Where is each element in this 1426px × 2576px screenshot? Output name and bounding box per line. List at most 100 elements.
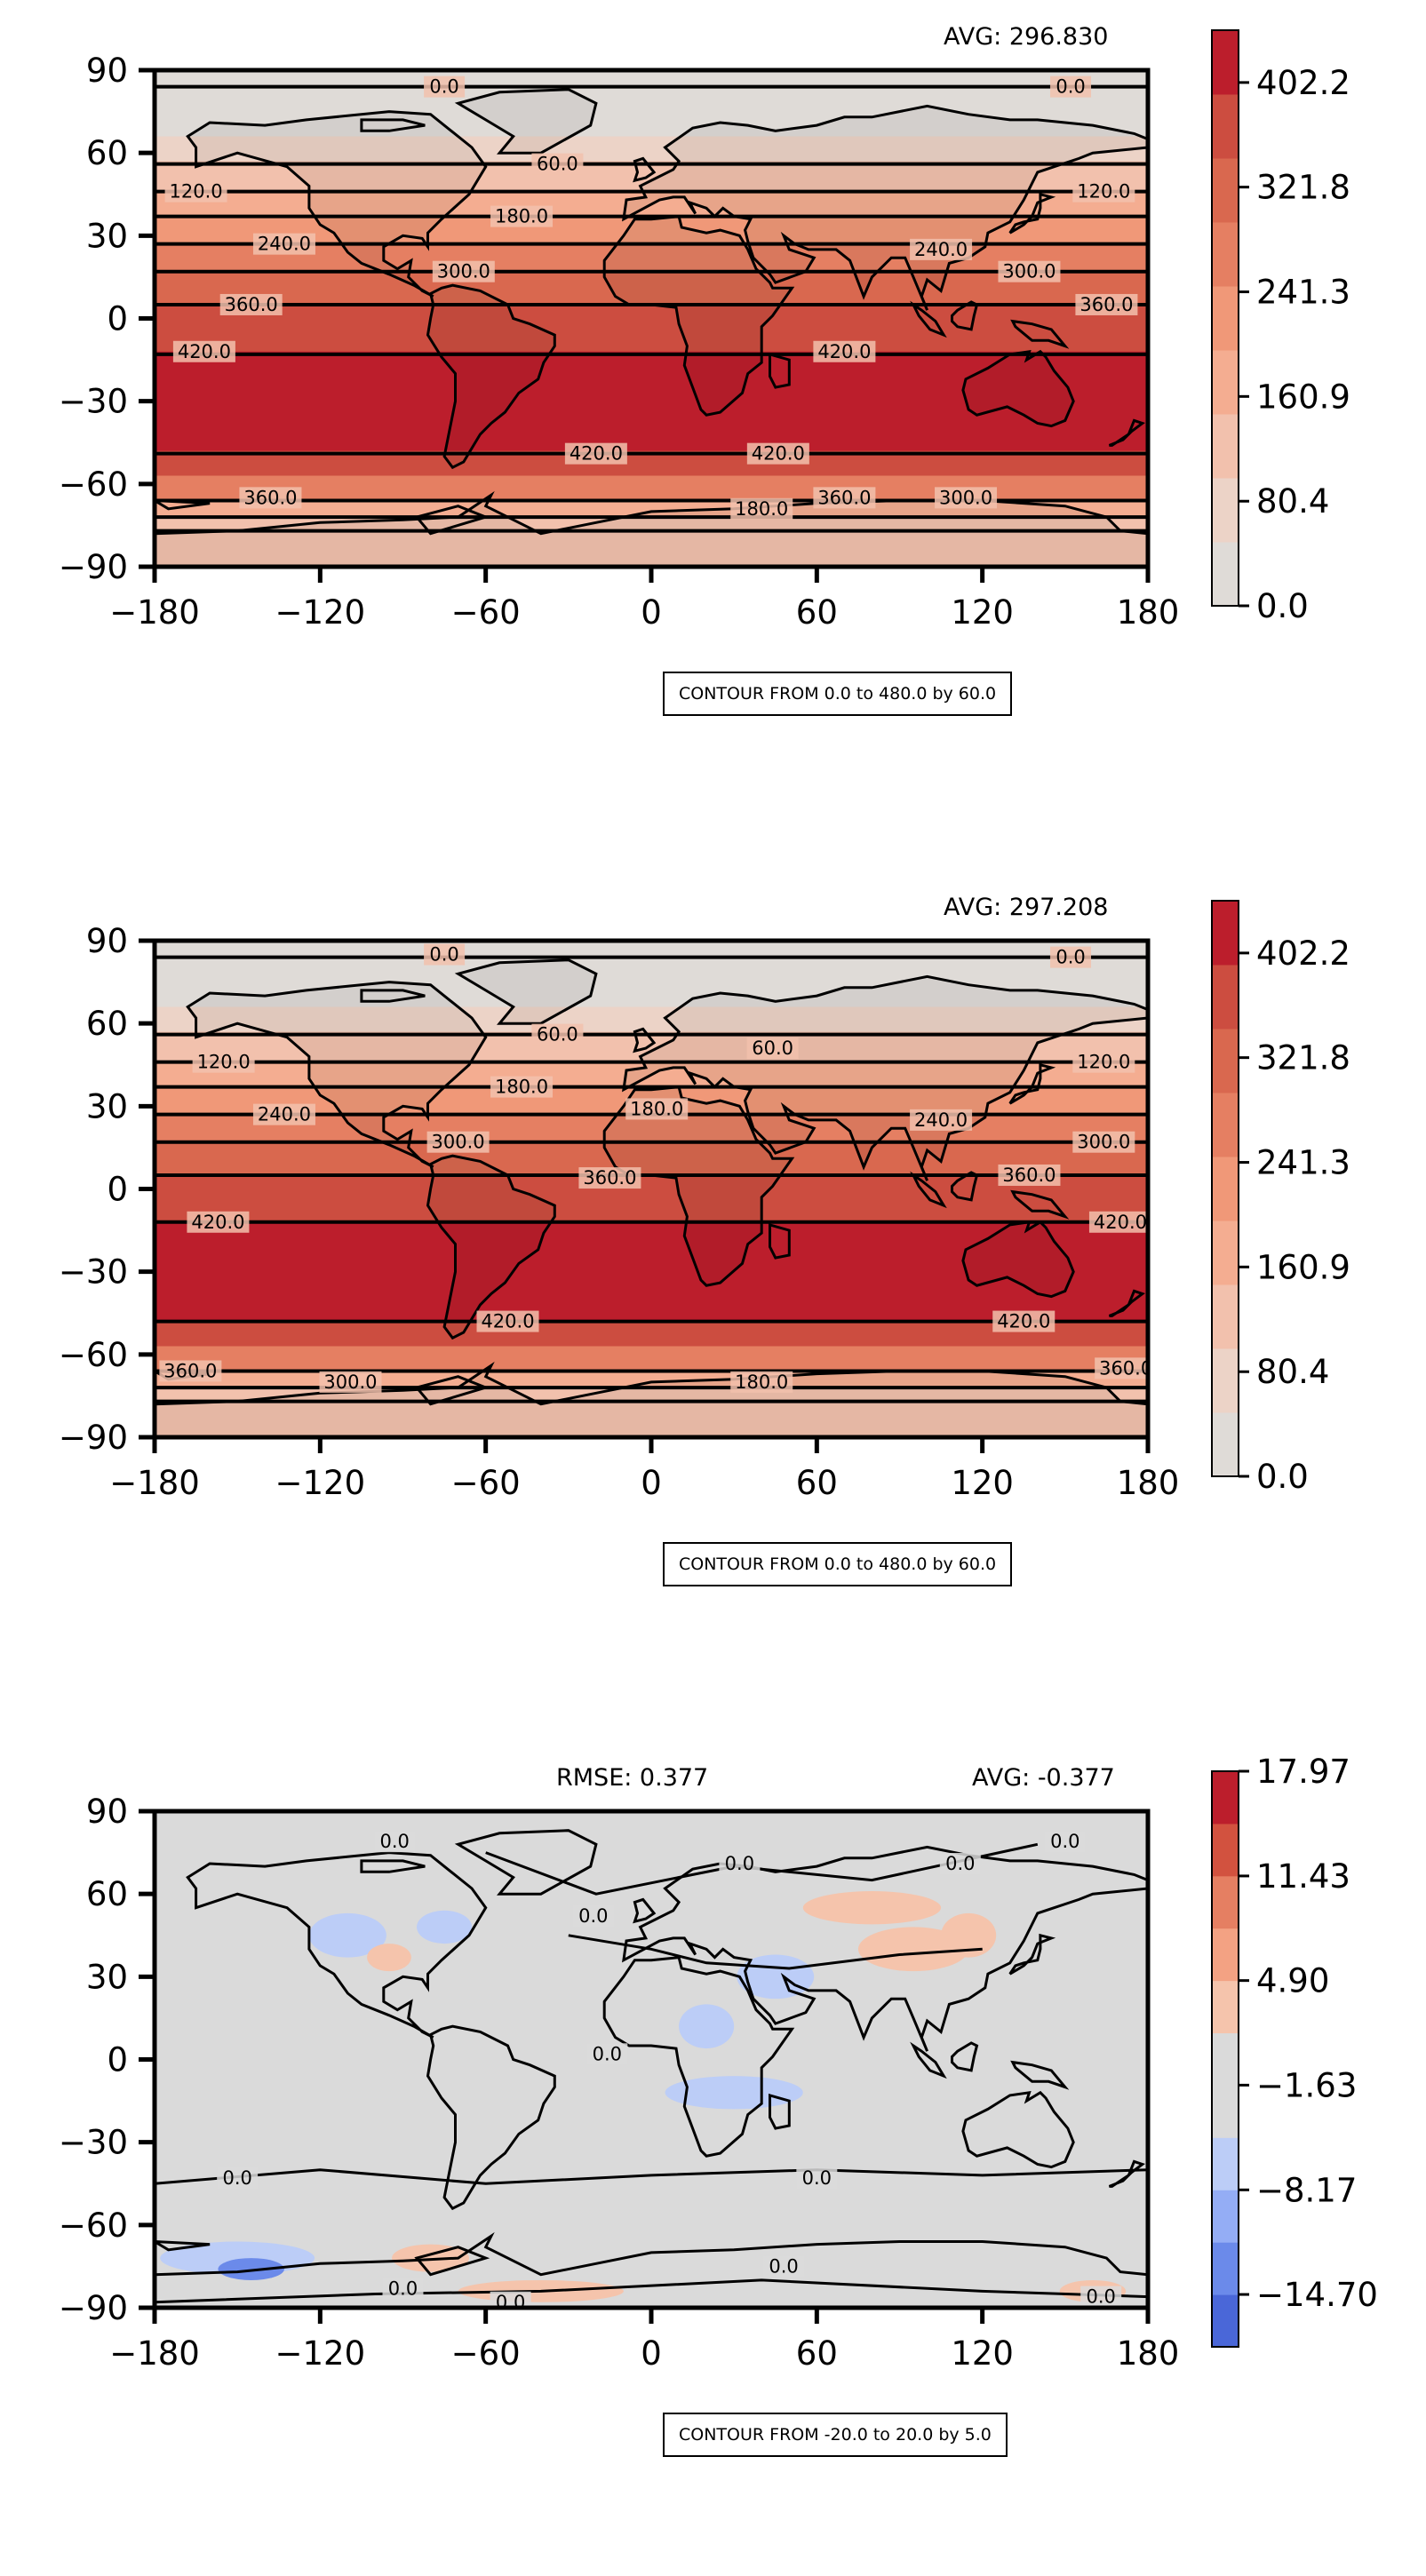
contour-label-bg — [730, 1371, 793, 1393]
colorbar-tick-label: 402.2 — [1256, 64, 1350, 102]
coastline — [769, 2093, 791, 2130]
contour-level-label: 360.0 — [225, 294, 278, 315]
colorbar-segment — [1212, 1284, 1239, 1349]
contour-label-bg — [374, 1831, 416, 1853]
y-tick-label: 0 — [107, 2041, 128, 2079]
colorbar-segment — [1212, 158, 1239, 223]
coastline — [186, 110, 488, 298]
land-shade — [604, 216, 793, 416]
anomaly-patch — [941, 1912, 997, 1958]
coastline — [414, 2246, 490, 2277]
colorbar-segment — [1212, 1220, 1239, 1285]
contour-label-bg — [432, 260, 495, 282]
contour-label-bg — [935, 487, 998, 509]
map-chart-3: 0.0 0.0 0.0 0.0 0.0 0.0 0.0 0.0 0.0 0.0 0.0 0.0 −180… — [59, 1753, 1378, 2373]
contour-level-label: 0.0 — [578, 1905, 608, 1927]
coastline — [769, 352, 791, 389]
contour-level-label: 0.0 — [1050, 1831, 1079, 1852]
contour-level-label: 0.0 — [379, 1831, 409, 1852]
land-shade — [962, 351, 1074, 426]
colorbar-segment — [1212, 1157, 1239, 1221]
contour-label-bg — [719, 1853, 761, 1875]
contour-label-bg — [164, 180, 227, 203]
colorbar-segment — [1212, 542, 1239, 607]
coastline — [186, 981, 488, 1169]
contour-level-label: 420.0 — [817, 341, 871, 362]
contour-level-label: 0.0 — [725, 1853, 754, 1874]
colorbar-tick-label: 0.0 — [1256, 587, 1309, 625]
x-tick-label: 120 — [951, 593, 1014, 632]
contour-level-label: 420.0 — [481, 1311, 534, 1332]
field-band — [155, 161, 1148, 193]
coastline — [910, 2041, 947, 2079]
y-tick-label: 60 — [86, 1005, 128, 1043]
contour-label-bg — [531, 1023, 584, 1046]
colorbar-segment — [1212, 1412, 1239, 1477]
anomaly-patch — [857, 1927, 969, 1972]
contour-level-label: 120.0 — [1077, 1052, 1130, 1073]
coastline — [1008, 1062, 1056, 1105]
colorbar-segment — [1212, 414, 1239, 479]
contour-level-label: 420.0 — [570, 443, 623, 465]
coastline — [633, 1027, 657, 1053]
field-band — [155, 1006, 1148, 1032]
contour-label-bg — [1044, 1831, 1086, 1853]
contour-label-bg — [746, 1038, 799, 1060]
contour-level-label: 420.0 — [178, 341, 231, 362]
y-tick-label: 30 — [86, 1958, 128, 1996]
colorbar-segment — [1212, 1348, 1239, 1413]
contour-level-label: 0.0 — [802, 2167, 832, 2189]
x-tick-label: 60 — [796, 1464, 838, 1502]
contour-level-label: 240.0 — [258, 234, 311, 255]
x-tick-label: −60 — [451, 1464, 521, 1502]
contour-level-label: 60.0 — [537, 1024, 578, 1046]
field-band — [155, 1346, 1148, 1371]
x-tick-label: 0 — [641, 1464, 662, 1502]
colorbar-segment — [1212, 1980, 1239, 2034]
contour-level-label: 0.0 — [593, 2043, 622, 2064]
contour-label-bg — [813, 340, 876, 362]
contour-level-label: 300.0 — [1077, 1132, 1130, 1153]
colorbar-segment — [1212, 1093, 1239, 1157]
y-tick-label: 0 — [107, 1171, 128, 1209]
contour-label-bg — [998, 1164, 1061, 1186]
land-shade — [623, 976, 1148, 1181]
contour-level-label: 360.0 — [1079, 294, 1133, 315]
contour-level-label: 360.0 — [583, 1167, 636, 1189]
contour-level-label: 120.0 — [1077, 181, 1130, 203]
coastline — [621, 1845, 1148, 2052]
x-tick-label: 60 — [796, 2334, 838, 2373]
x-tick-label: 180 — [1117, 1464, 1180, 1502]
coastline — [621, 104, 1148, 311]
field-band — [155, 351, 1148, 452]
contour-level-label: 360.0 — [817, 487, 871, 508]
contour-label-bg — [424, 76, 466, 98]
field-band — [155, 1321, 1148, 1348]
y-tick-label: 0 — [107, 300, 128, 338]
contour-label-bg — [490, 1076, 554, 1098]
y-tick-label: 60 — [86, 1875, 128, 1913]
field-band — [155, 216, 1148, 245]
coastline — [1010, 1189, 1070, 1220]
x-tick-label: −180 — [109, 2334, 200, 2373]
coastline — [951, 300, 979, 331]
land-shade — [458, 959, 596, 1024]
contour-label-bg — [159, 1360, 222, 1382]
contour-level-label: 0.0 — [222, 2167, 251, 2189]
colorbar-tick-label: 4.90 — [1256, 1962, 1329, 2000]
anomaly-patch — [308, 1912, 386, 1958]
colorbar-tick-label: −8.17 — [1256, 2171, 1357, 2209]
contour-level-label: 180.0 — [735, 498, 788, 520]
colorbar-tick-label: 241.3 — [1256, 1144, 1350, 1182]
x-tick-label: 180 — [1117, 2334, 1180, 2373]
coastline — [1010, 2060, 1070, 2090]
anomaly-patch — [679, 2004, 735, 2049]
anomaly-patch — [417, 1910, 473, 1944]
coastline — [602, 1955, 795, 2158]
x-tick-label: 60 — [796, 593, 838, 632]
contour-label-bg — [1050, 946, 1092, 968]
colorbar-tick-label: 17.97 — [1256, 1753, 1350, 1791]
coastline — [951, 2041, 979, 2072]
land-shade — [962, 1221, 1074, 1297]
contour-label-bg — [1072, 1131, 1135, 1153]
